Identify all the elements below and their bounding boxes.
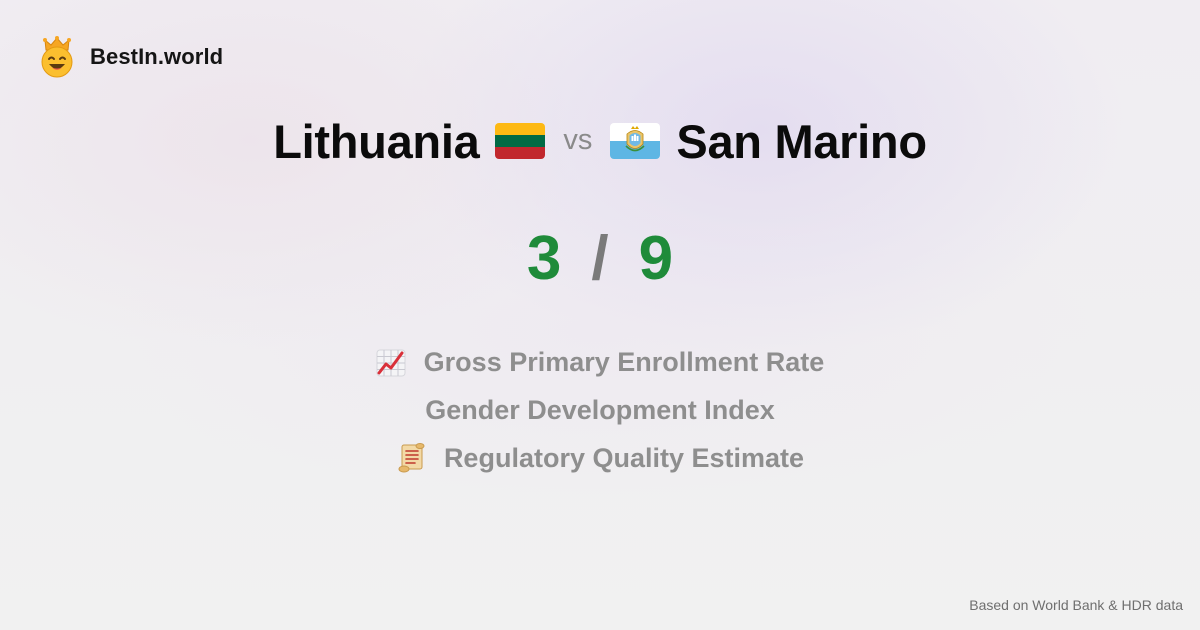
metric-item: Regulatory Quality Estimate [396, 434, 804, 482]
data-source-note: Based on World Bank & HDR data [969, 597, 1183, 613]
lithuania-flag-icon [495, 123, 546, 159]
vs-separator: vs [563, 123, 593, 156]
san-marino-flag-icon [610, 123, 661, 159]
chart-increasing-icon [376, 349, 406, 377]
crown-smiley-icon [41, 36, 73, 78]
left-country-name: Lithuania [273, 114, 480, 168]
brand[interactable]: BestIn.world [38, 36, 223, 78]
metric-item: Gross Primary Enrollment Rate [376, 338, 825, 386]
score-separator: / [591, 223, 609, 293]
brand-name: BestIn.world [90, 44, 224, 69]
right-country-name: San Marino [676, 114, 927, 168]
scroll-icon [398, 443, 425, 473]
metric-item: Gender Development Index [425, 386, 775, 434]
metric-label: Gross Primary Enrollment Rate [423, 346, 825, 377]
metric-label: Gender Development Index [425, 394, 775, 425]
comparison-title: Lithuania vs San Marino [0, 108, 1200, 174]
score-row: 3 / 9 [0, 216, 1200, 300]
right-score: 9 [638, 223, 674, 293]
metrics-list: Gross Primary Enrollment Rate Gender Dev… [0, 338, 1200, 482]
metric-label: Regulatory Quality Estimate [443, 442, 805, 473]
left-score: 3 [526, 223, 562, 293]
